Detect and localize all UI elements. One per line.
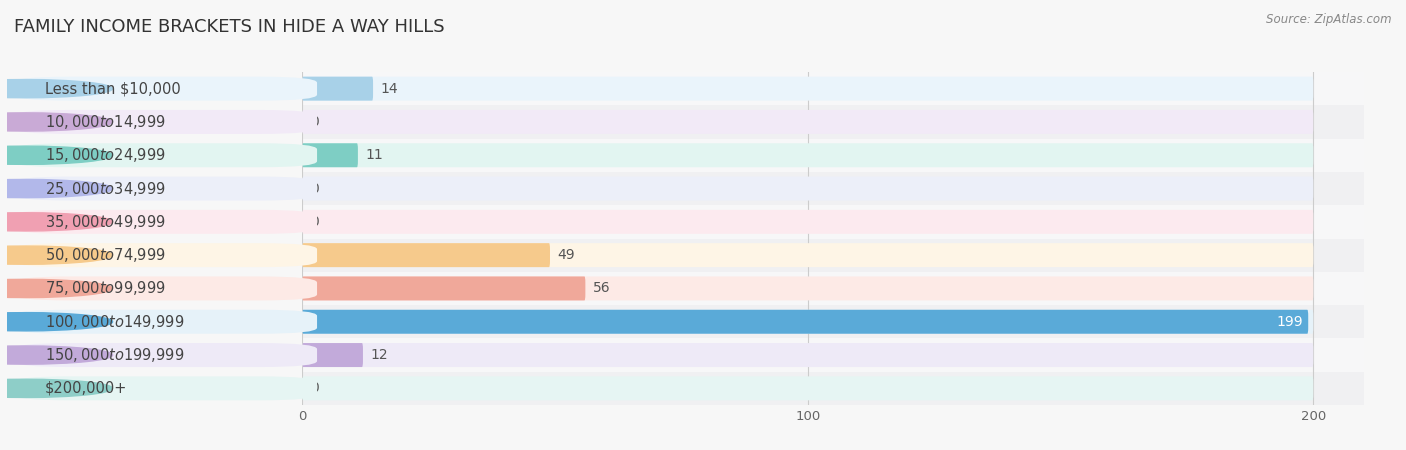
Text: Source: ZipAtlas.com: Source: ZipAtlas.com (1267, 14, 1392, 27)
Circle shape (0, 246, 112, 264)
FancyBboxPatch shape (14, 310, 318, 334)
Text: 0: 0 (309, 381, 319, 396)
Text: $25,000 to $34,999: $25,000 to $34,999 (45, 180, 166, 198)
FancyBboxPatch shape (302, 110, 1313, 134)
Text: $150,000 to $199,999: $150,000 to $199,999 (45, 346, 184, 364)
FancyBboxPatch shape (14, 276, 318, 301)
FancyBboxPatch shape (302, 276, 1313, 301)
Circle shape (0, 379, 112, 397)
FancyBboxPatch shape (292, 338, 1374, 372)
Text: $200,000+: $200,000+ (45, 381, 128, 396)
Text: 49: 49 (558, 248, 575, 262)
FancyBboxPatch shape (302, 143, 1313, 167)
Text: 12: 12 (371, 348, 388, 362)
FancyBboxPatch shape (14, 110, 318, 134)
Text: 56: 56 (593, 281, 610, 296)
Circle shape (0, 80, 112, 98)
FancyBboxPatch shape (302, 343, 363, 367)
FancyBboxPatch shape (14, 243, 318, 267)
FancyBboxPatch shape (302, 243, 1313, 267)
Circle shape (0, 146, 112, 164)
Text: Less than $10,000: Less than $10,000 (45, 81, 181, 96)
FancyBboxPatch shape (292, 72, 1374, 105)
Text: $35,000 to $49,999: $35,000 to $49,999 (45, 213, 166, 231)
Text: 14: 14 (381, 81, 398, 96)
FancyBboxPatch shape (292, 238, 1374, 272)
FancyBboxPatch shape (302, 310, 1308, 334)
FancyBboxPatch shape (292, 305, 1374, 338)
FancyBboxPatch shape (302, 76, 373, 101)
Circle shape (0, 279, 112, 297)
Circle shape (0, 113, 112, 131)
FancyBboxPatch shape (302, 310, 1313, 334)
FancyBboxPatch shape (14, 343, 318, 367)
FancyBboxPatch shape (14, 176, 318, 201)
FancyBboxPatch shape (302, 376, 1313, 400)
FancyBboxPatch shape (302, 343, 1313, 367)
Circle shape (0, 346, 112, 364)
FancyBboxPatch shape (292, 272, 1374, 305)
Text: 0: 0 (309, 181, 319, 196)
Circle shape (0, 313, 112, 331)
FancyBboxPatch shape (14, 376, 318, 400)
Text: FAMILY INCOME BRACKETS IN HIDE A WAY HILLS: FAMILY INCOME BRACKETS IN HIDE A WAY HIL… (14, 18, 444, 36)
Circle shape (0, 213, 112, 231)
FancyBboxPatch shape (302, 210, 1313, 234)
Text: $100,000 to $149,999: $100,000 to $149,999 (45, 313, 184, 331)
FancyBboxPatch shape (302, 143, 359, 167)
FancyBboxPatch shape (302, 176, 1313, 201)
FancyBboxPatch shape (292, 372, 1374, 405)
Text: 199: 199 (1277, 315, 1303, 329)
Text: $75,000 to $99,999: $75,000 to $99,999 (45, 279, 166, 297)
FancyBboxPatch shape (302, 76, 1313, 101)
FancyBboxPatch shape (292, 172, 1374, 205)
Text: $50,000 to $74,999: $50,000 to $74,999 (45, 246, 166, 264)
FancyBboxPatch shape (14, 76, 318, 101)
FancyBboxPatch shape (292, 105, 1374, 139)
FancyBboxPatch shape (292, 139, 1374, 172)
FancyBboxPatch shape (14, 143, 318, 167)
Text: $10,000 to $14,999: $10,000 to $14,999 (45, 113, 166, 131)
FancyBboxPatch shape (302, 276, 585, 301)
FancyBboxPatch shape (302, 243, 550, 267)
Text: $15,000 to $24,999: $15,000 to $24,999 (45, 146, 166, 164)
FancyBboxPatch shape (292, 205, 1374, 239)
FancyBboxPatch shape (14, 210, 318, 234)
Text: 11: 11 (366, 148, 384, 162)
Text: 0: 0 (309, 115, 319, 129)
Circle shape (0, 180, 112, 198)
Text: 0: 0 (309, 215, 319, 229)
